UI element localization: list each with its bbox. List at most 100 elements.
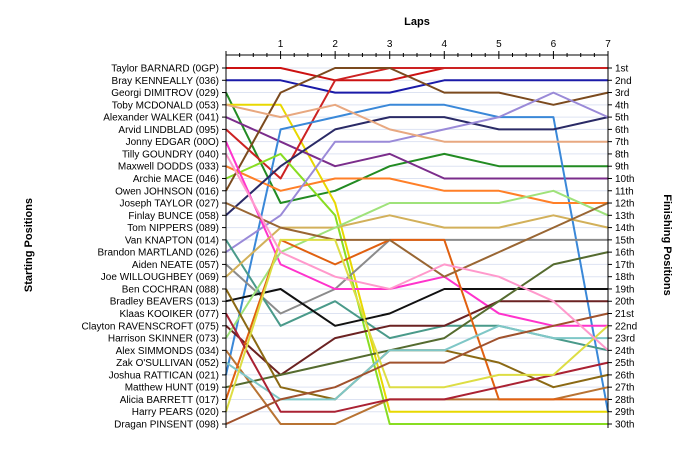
start-label: Alex SIMMONDS (034) — [116, 346, 219, 357]
series-line-2 — [226, 79, 608, 94]
series-line-7 — [225, 103, 609, 412]
series-line-11 — [225, 116, 609, 217]
x-tick-label: 5 — [496, 39, 502, 50]
series-line-23 — [225, 238, 608, 401]
start-label: Bradley BEAVERS (013) — [110, 297, 219, 308]
y-axis-label-left: Starting Positions — [23, 198, 35, 292]
start-label: Tom NIPPERS (089) — [127, 223, 219, 234]
series-line-25 — [225, 202, 609, 278]
x-tick-label: 1 — [278, 39, 284, 50]
finish-label: 28th — [615, 395, 634, 406]
start-label: Van KNAPTON (014) — [125, 235, 219, 246]
start-label: Dragan PINSENT (098) — [114, 420, 219, 431]
series-line-4 — [226, 103, 608, 413]
series-line-30 — [225, 153, 609, 352]
series-line-29 — [225, 312, 609, 425]
x-tick-label: 7 — [605, 39, 611, 50]
start-label: Georgi DIMITROV (029) — [111, 88, 219, 99]
start-label: Alicia BARRETT (017) — [120, 395, 219, 406]
start-label: Klaas KOOIKER (077) — [120, 309, 219, 320]
start-label: Maxwell DODDS (033) — [118, 162, 219, 173]
x-tick-label: 3 — [387, 39, 393, 50]
start-label: Archie MACE (046) — [133, 174, 219, 185]
start-label: Arvid LINDBLAD (095) — [118, 125, 219, 136]
finish-label: 7th — [615, 137, 629, 148]
finish-label: 21st — [615, 309, 634, 320]
finish-label: 26th — [615, 370, 634, 381]
series-line-17 — [225, 300, 608, 376]
finish-label: 20th — [615, 297, 634, 308]
finish-label: 23rd — [615, 334, 635, 345]
x-tick-label: 6 — [551, 39, 557, 50]
series-line-1 — [226, 67, 608, 82]
series-line-27 — [225, 313, 609, 413]
finish-label: 19th — [615, 284, 634, 295]
finish-label: 9th — [615, 162, 629, 173]
finish-label: 30th — [615, 420, 634, 431]
start-label: Harry PEARS (020) — [132, 407, 219, 418]
series-layer — [225, 67, 609, 425]
start-label: Ben COCHRAN (088) — [122, 284, 219, 295]
start-label: Finlay BUNCE (058) — [128, 211, 219, 222]
start-label: Matthew HUNT (019) — [125, 383, 219, 394]
y-axis-label-right: Finishing Positions — [661, 194, 673, 295]
series-line-28 — [225, 238, 609, 413]
finish-label: 1st — [615, 64, 629, 75]
finish-label: 2nd — [615, 76, 632, 87]
finish-label: 29th — [615, 407, 634, 418]
series-line-22 — [225, 251, 609, 389]
series-line-18 — [225, 288, 608, 327]
start-label: Harrison SKINNER (073) — [108, 334, 219, 345]
start-label: Joe WILLOUGHBEY (069) — [101, 272, 219, 283]
finish-label: 4th — [615, 100, 629, 111]
start-label: Toby MCDONALD (053) — [112, 100, 219, 111]
finish-label: 8th — [615, 149, 629, 160]
finish-label: 10th — [615, 174, 634, 185]
finish-label: 13th — [615, 211, 634, 222]
finish-label: 11th — [615, 186, 634, 197]
series-line-14 — [225, 239, 609, 352]
start-label: Zak O'SULLIVAN (052) — [116, 358, 219, 369]
series-line-9 — [225, 67, 609, 192]
finish-label: 12th — [615, 199, 634, 210]
finish-label: 6th — [615, 125, 629, 136]
axes: 1 2 3 4 5 6 7 Taylor BARNARD (0GP)Bray KENNEALL… — [82, 39, 638, 431]
start-label: Bray KENNEALLY (036) — [112, 76, 219, 87]
finish-label: 3rd — [615, 88, 629, 99]
x-tick-label: 2 — [332, 39, 338, 50]
finish-label: 27th — [615, 383, 634, 394]
series-line-5 — [225, 116, 608, 180]
finish-label: 24th — [615, 346, 634, 357]
series-line-16 — [225, 103, 608, 143]
start-label: Tilly GOUNDRY (040) — [122, 149, 219, 160]
finish-label: 15th — [615, 235, 634, 246]
series-line-21 — [225, 189, 609, 339]
x-tick-label: 4 — [442, 39, 448, 50]
series-line-10 — [225, 165, 608, 204]
series-line-15 — [225, 141, 608, 327]
start-label: Joseph TAYLOR (027) — [120, 199, 220, 210]
finish-label: 18th — [615, 272, 634, 283]
finish-label: 14th — [615, 223, 634, 234]
start-label: Joshua RATTICAN (021) — [109, 370, 219, 381]
finish-label: 25th — [615, 358, 634, 369]
start-label: Brandon MARTLAND (026) — [97, 248, 219, 259]
series-line-26 — [225, 324, 608, 401]
finish-label: 5th — [615, 113, 629, 124]
start-label: Jonny EDGAR (00O) — [126, 137, 219, 148]
grid — [226, 67, 608, 425]
finish-label: 16th — [615, 248, 634, 259]
series-line-6 — [225, 67, 608, 180]
chart-title: Laps — [404, 16, 430, 28]
series-line-8 — [225, 152, 608, 425]
start-label: Aiden NEATE (057) — [132, 260, 219, 271]
start-label: Taylor BARNARD (0GP) — [111, 64, 219, 75]
series-line-3 — [225, 92, 608, 204]
start-label: Owen JOHNSON (016) — [115, 186, 219, 197]
finish-label: 17th — [615, 260, 634, 271]
finish-label: 22nd — [615, 321, 637, 332]
start-label: Alexander WALKER (041) — [103, 113, 219, 124]
start-label: Clayton RAVENSCROFT (075) — [82, 321, 219, 332]
